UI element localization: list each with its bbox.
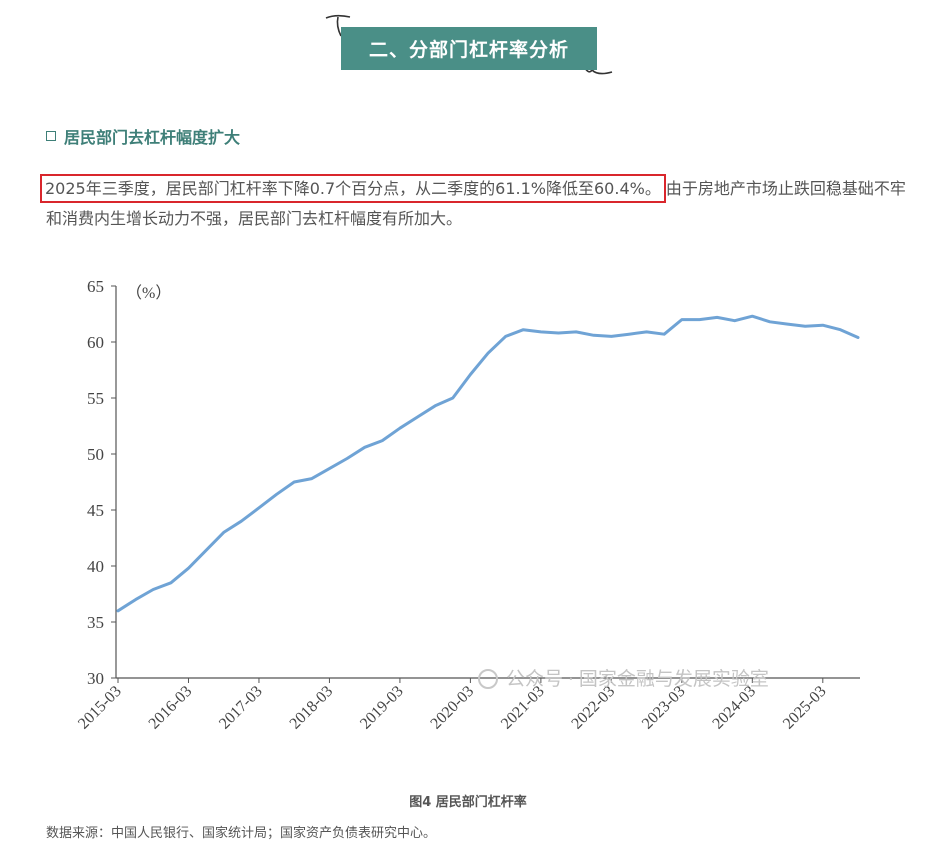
y-tick-label: 65 bbox=[87, 277, 104, 296]
y-tick-label: 45 bbox=[87, 501, 104, 520]
figure-caption: 图4 居民部门杠杆率 bbox=[409, 795, 527, 810]
y-tick-label: 35 bbox=[87, 613, 104, 632]
x-tick-label: 2022-03 bbox=[568, 683, 618, 733]
section-title: 二、分部门杠杆率分析 bbox=[341, 27, 597, 70]
x-tick-label: 2024-03 bbox=[709, 683, 759, 733]
chart-svg: 30 35 40 45 50 55 60 65 （%） 2015-03 2016-03 2017-03… bbox=[75, 277, 860, 733]
leverage-chart: 30 35 40 45 50 55 60 65 （%） 2015-03 2016-03 2017-03… bbox=[40, 260, 900, 780]
x-tick-label: 2017-03 bbox=[216, 683, 266, 733]
square-bullet-icon bbox=[46, 131, 56, 141]
watermark-text: 公众号 · 国家金融与发展实验室 bbox=[506, 668, 769, 690]
body-paragraph: 2025年三季度，居民部门杠杆率下降0.7个百分点，从二季度的61.1%降低至6… bbox=[40, 174, 906, 234]
unit-label: （%） bbox=[126, 284, 171, 302]
wechat-icon bbox=[478, 669, 498, 689]
y-tick-label: 50 bbox=[87, 445, 104, 464]
x-tick-label: 2016-03 bbox=[146, 683, 196, 733]
x-tick-label: 2021-03 bbox=[498, 683, 548, 733]
x-tick-label: 2018-03 bbox=[287, 683, 337, 733]
x-tick-label: 2020-03 bbox=[427, 683, 477, 733]
data-source: 数据来源：中国人民银行、国家统计局；国家资产负债表研究中心。 bbox=[46, 826, 437, 841]
y-tick-label: 60 bbox=[87, 333, 104, 352]
paragraph-rest: 由于房地产市场止跌回稳基础不牢和消费内生增长动力不强，居民部门去杠杆幅度有所加大… bbox=[46, 179, 906, 228]
x-tick-label: 2023-03 bbox=[639, 683, 689, 733]
y-tick-label: 30 bbox=[87, 669, 104, 688]
x-tick-label: 2015-03 bbox=[75, 683, 125, 733]
series-line bbox=[116, 314, 860, 613]
y-tick-label: 55 bbox=[87, 389, 104, 408]
x-tick-label: 2019-03 bbox=[357, 683, 407, 733]
subheading-text: 居民部门去杠杆幅度扩大 bbox=[64, 128, 241, 147]
highlighted-sentence: 2025年三季度，居民部门杠杆率下降0.7个百分点，从二季度的61.1%降低至6… bbox=[40, 174, 666, 203]
x-tick-label: 2025-03 bbox=[780, 683, 830, 733]
subheading: 居民部门去杠杆幅度扩大 bbox=[46, 124, 240, 148]
y-tick-label: 40 bbox=[87, 557, 104, 576]
